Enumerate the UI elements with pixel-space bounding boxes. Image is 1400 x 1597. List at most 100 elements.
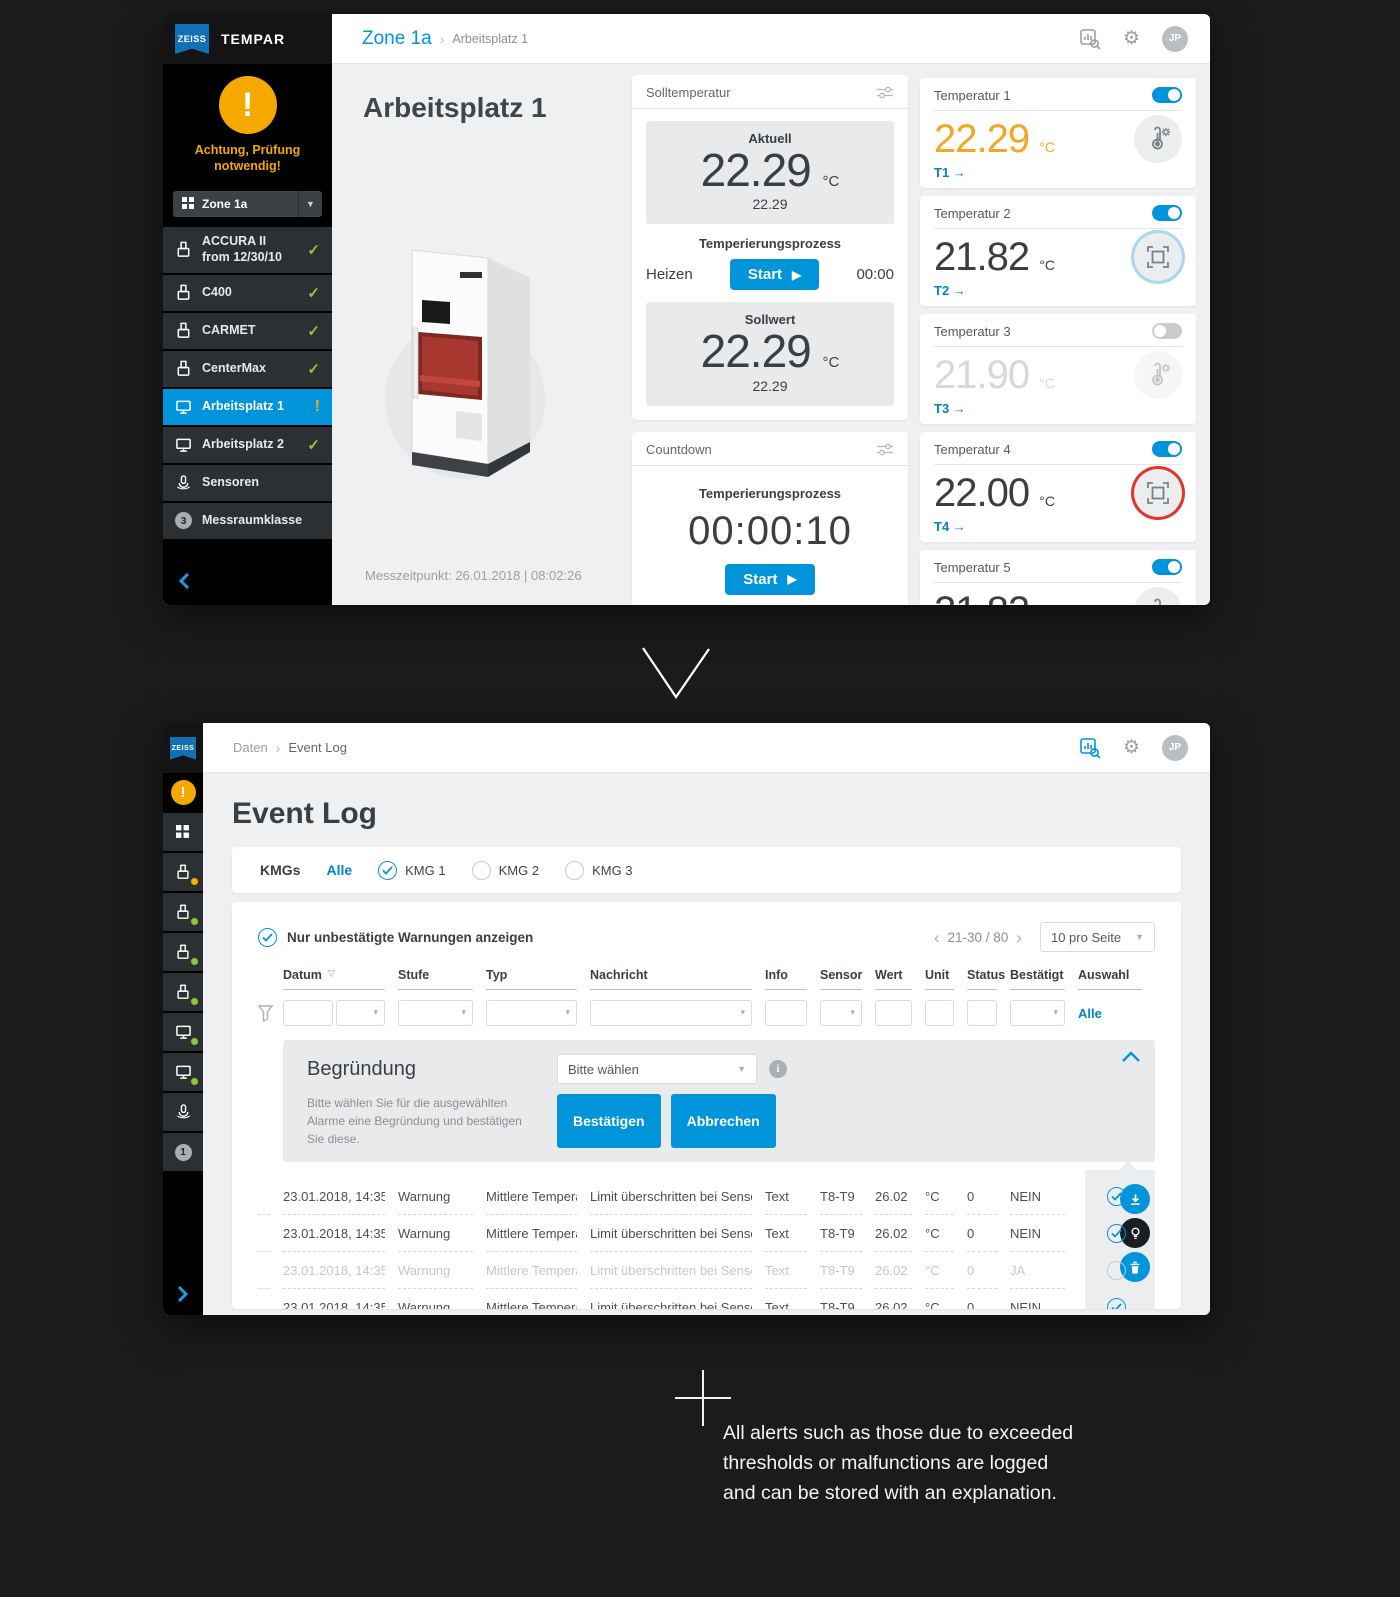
- class-number-icon: 1: [174, 1143, 192, 1161]
- sensor-detail-link[interactable]: T3 →: [934, 401, 966, 416]
- sidebar-workstation-1-button[interactable]: [163, 1013, 203, 1051]
- nachricht-filter-select[interactable]: [590, 1000, 752, 1026]
- breadcrumb-zone-link[interactable]: Zone 1a: [362, 27, 432, 49]
- download-icon: [1130, 1193, 1140, 1205]
- sidebar-item-arbeitsplatz-2[interactable]: Arbeitsplatz 2 ✓: [163, 426, 332, 463]
- select-all-link[interactable]: Alle: [1078, 1005, 1102, 1021]
- collapse-panel-button[interactable]: [1121, 1050, 1141, 1068]
- kmg-all-link[interactable]: Alle: [326, 862, 353, 878]
- begruendung-select[interactable]: Bitte wählen ▼: [557, 1054, 757, 1084]
- datum-filter-input[interactable]: [283, 1000, 333, 1026]
- bestaetigt-filter-select[interactable]: [1010, 1000, 1065, 1026]
- sidebar-item-messraumklasse[interactable]: 3 Messraumklasse: [163, 502, 332, 539]
- typ-filter-select[interactable]: [486, 1000, 577, 1026]
- breadcrumb-section-link[interactable]: Daten: [233, 740, 268, 755]
- temperature-toggle[interactable]: [1152, 205, 1182, 221]
- thermometer-sun-icon: [1134, 351, 1182, 399]
- temperature-toggle[interactable]: [1152, 87, 1182, 103]
- sidebar-workstation-2-button[interactable]: [163, 1053, 203, 1091]
- confirm-button[interactable]: Bestätigen: [557, 1094, 661, 1148]
- sensor-detail-link[interactable]: T4 →: [934, 519, 966, 534]
- check-icon: ✓: [307, 241, 320, 259]
- cancel-button[interactable]: Abbrechen: [670, 1094, 776, 1148]
- log-row-3: 23.01.2018, 14:35:04 Warnung Mittlere Te…: [258, 1252, 1155, 1289]
- expand-sidebar-button[interactable]: [163, 1285, 203, 1315]
- status-dot: [191, 958, 198, 965]
- measurement-timestamp: Messzeitpunkt: 26.01.2018 | 08:02:26: [365, 568, 582, 583]
- kmg-2-checkbox[interactable]: KMG 2: [471, 860, 539, 880]
- check-icon: ✓: [307, 284, 320, 302]
- solltemperatur-card: Solltemperatur Aktuell 22.29 °C 22.29 Te…: [632, 75, 908, 420]
- settings-button[interactable]: ⚙: [1122, 28, 1140, 49]
- next-page-button[interactable]: ›: [1016, 927, 1022, 947]
- sidebar-item-arbeitsplatz-1[interactable]: Arbeitsplatz 1 !: [163, 388, 332, 425]
- log-row-4: 23.01.2018, 14:35:04 Warnung Mittlere Te…: [258, 1289, 1155, 1309]
- start-temperature-process-button[interactable]: Start ▶: [729, 259, 820, 291]
- table-header-row: Datum ▽ Stufe Typ Nachricht Info Sensor W…: [258, 968, 1155, 990]
- kmg-3-checkbox[interactable]: KMG 3: [565, 860, 633, 880]
- sollwert-value: 22.29: [700, 325, 812, 378]
- settings-button[interactable]: ⚙: [1122, 737, 1140, 758]
- annotation-plus-icon: [702, 1370, 704, 1426]
- process-label: Temperierungsprozess: [698, 236, 842, 252]
- unchecked-circle-icon: [471, 860, 491, 880]
- sensor-detail-link[interactable]: T1 →: [934, 165, 966, 180]
- start-countdown-button[interactable]: Start ▶: [725, 563, 815, 595]
- sidebar-item-sensoren[interactable]: Sensoren: [163, 464, 332, 501]
- report-analysis-button[interactable]: [1079, 28, 1101, 50]
- sidebar-item-c400[interactable]: C400 ✓: [163, 274, 332, 311]
- flow-arrow-down: [642, 647, 710, 699]
- sidebar-item-carmet[interactable]: CARMET ✓: [163, 312, 332, 349]
- machine-icon: [177, 904, 189, 919]
- sidebar-sensors-button[interactable]: [163, 1093, 203, 1131]
- chart-search-icon: [1080, 737, 1101, 759]
- sidebar-class-button[interactable]: 1: [163, 1133, 203, 1171]
- chevron-up-icon: [1122, 1051, 1140, 1062]
- info-filter-input[interactable]: [765, 1000, 807, 1026]
- checked-circle-icon: [378, 860, 398, 880]
- user-avatar[interactable]: JP: [1162, 25, 1188, 52]
- zone-selector[interactable]: Zone 1a ▼: [173, 190, 322, 217]
- user-avatar[interactable]: JP: [1162, 734, 1188, 761]
- temperature-toggle[interactable]: [1152, 323, 1182, 339]
- sidebar-zones-button[interactable]: [163, 813, 203, 851]
- row-select-checkbox[interactable]: [1107, 1224, 1126, 1243]
- sliders-icon[interactable]: [876, 443, 894, 456]
- sidebar-item-accura[interactable]: ACCURA II from 12/30/10 ✓: [163, 226, 332, 273]
- sidebar-item-centermax[interactable]: CenterMax ✓: [163, 350, 332, 387]
- wert-filter-input[interactable]: [875, 1000, 912, 1026]
- chevron-down-icon[interactable]: ▼: [298, 190, 322, 217]
- previous-page-button[interactable]: ‹: [933, 927, 940, 947]
- column-header-datum[interactable]: Datum ▽: [283, 968, 385, 990]
- row-select-checkbox[interactable]: [1107, 1298, 1126, 1309]
- datum-filter-dropdown[interactable]: [335, 1000, 385, 1026]
- temperature-toggle[interactable]: [1152, 441, 1182, 457]
- collapse-sidebar-button[interactable]: [163, 572, 332, 605]
- warning-icon: !: [170, 779, 196, 805]
- page-title: Event Log: [232, 797, 378, 830]
- info-icon[interactable]: i: [769, 1060, 787, 1078]
- sidebar-warning-button[interactable]: !: [163, 773, 203, 811]
- sidebar-machine-4-button[interactable]: [163, 973, 203, 1011]
- status-filter-input[interactable]: [967, 1000, 997, 1026]
- begruendung-description: Bitte wählen Sie für die ausgewählten Al…: [307, 1096, 522, 1146]
- report-analysis-button[interactable]: [1079, 737, 1101, 759]
- sollwert-value-box: Sollwert 22.29 °C 22.29: [646, 302, 894, 406]
- sidebar-machine-3-button[interactable]: [163, 933, 203, 971]
- stufe-filter-select[interactable]: [398, 1000, 473, 1026]
- sidebar-machine-1-button[interactable]: [163, 853, 203, 891]
- sensor-detail-link[interactable]: T2 →: [934, 283, 966, 298]
- card-title: Solltemperatur: [646, 85, 731, 100]
- temperature-toggle[interactable]: [1152, 559, 1182, 575]
- kmg-1-checkbox[interactable]: KMG 1: [378, 860, 446, 880]
- unconfirmed-only-checkbox[interactable]: [258, 927, 277, 947]
- sidebar-machine-2-button[interactable]: [163, 893, 203, 931]
- row-select-checkbox[interactable]: [1107, 1261, 1126, 1280]
- sort-icon: ▽: [327, 968, 335, 978]
- check-icon: ✓: [307, 322, 320, 340]
- sliders-icon[interactable]: [876, 86, 894, 99]
- unit-filter-input[interactable]: [925, 1000, 954, 1026]
- sensor-filter-select[interactable]: [820, 1000, 862, 1026]
- page-size-select[interactable]: 10 pro Seite ▼: [1039, 922, 1155, 952]
- row-select-checkbox[interactable]: [1107, 1187, 1126, 1206]
